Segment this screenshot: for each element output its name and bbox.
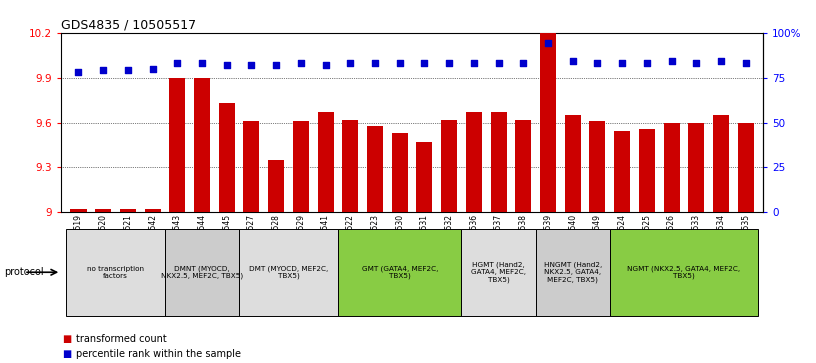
Text: no transcription
factors: no transcription factors — [87, 266, 144, 279]
Point — [665, 58, 678, 64]
Point — [418, 60, 431, 66]
Text: percentile rank within the sample: percentile rank within the sample — [76, 349, 241, 359]
Point — [344, 60, 357, 66]
Bar — [70, 209, 86, 212]
Bar — [416, 142, 432, 212]
Bar — [293, 121, 309, 212]
Bar — [194, 78, 210, 212]
Bar — [565, 115, 581, 212]
Point — [641, 60, 654, 66]
Point — [96, 68, 109, 73]
Bar — [66, 229, 165, 316]
Point — [393, 60, 406, 66]
Text: ■: ■ — [62, 334, 71, 344]
Point — [369, 60, 382, 66]
Point — [72, 69, 85, 75]
Bar — [219, 103, 235, 212]
Point — [442, 60, 455, 66]
Point — [269, 62, 282, 68]
Bar — [95, 209, 111, 212]
Bar — [688, 122, 704, 212]
Point — [591, 60, 604, 66]
Bar — [338, 229, 462, 316]
Point — [468, 60, 481, 66]
Bar — [462, 229, 535, 316]
Bar — [243, 121, 259, 212]
Bar — [317, 112, 334, 212]
Bar — [589, 121, 605, 212]
Point — [220, 62, 233, 68]
Bar — [738, 122, 754, 212]
Bar — [490, 112, 507, 212]
Text: transformed count: transformed count — [76, 334, 166, 344]
Bar — [540, 33, 556, 212]
Text: GMT (GATA4, MEF2C,
TBX5): GMT (GATA4, MEF2C, TBX5) — [361, 265, 438, 279]
Text: DMT (MYOCD, MEF2C,
TBX5): DMT (MYOCD, MEF2C, TBX5) — [249, 265, 328, 279]
Point — [171, 60, 184, 66]
Point — [295, 60, 308, 66]
Bar — [441, 119, 457, 212]
Point — [196, 60, 209, 66]
Bar — [239, 229, 338, 316]
Point — [690, 60, 703, 66]
Point — [566, 58, 579, 64]
Bar — [169, 78, 185, 212]
Point — [245, 62, 258, 68]
Point — [542, 41, 555, 46]
Text: NGMT (NKX2.5, GATA4, MEF2C,
TBX5): NGMT (NKX2.5, GATA4, MEF2C, TBX5) — [628, 265, 740, 279]
Point — [122, 68, 135, 73]
Point — [492, 60, 505, 66]
Point — [146, 66, 159, 72]
Bar — [392, 133, 408, 212]
Bar — [535, 229, 610, 316]
Bar — [610, 229, 758, 316]
Point — [739, 60, 752, 66]
Point — [715, 58, 728, 64]
Bar — [144, 209, 161, 212]
Text: ■: ■ — [62, 349, 71, 359]
Point — [517, 60, 530, 66]
Bar — [367, 126, 383, 212]
Bar — [466, 112, 482, 212]
Text: GDS4835 / 10505517: GDS4835 / 10505517 — [61, 19, 197, 32]
Text: protocol: protocol — [4, 267, 44, 277]
Point — [319, 62, 332, 68]
Bar — [120, 209, 136, 212]
Text: HNGMT (Hand2,
NKX2.5, GATA4,
MEF2C, TBX5): HNGMT (Hand2, NKX2.5, GATA4, MEF2C, TBX5… — [543, 262, 602, 283]
Bar — [663, 122, 680, 212]
Bar — [639, 129, 655, 212]
Text: DMNT (MYOCD,
NKX2.5, MEF2C, TBX5): DMNT (MYOCD, NKX2.5, MEF2C, TBX5) — [161, 265, 243, 279]
Bar — [342, 119, 358, 212]
Bar — [165, 229, 239, 316]
Bar — [515, 119, 531, 212]
Bar — [268, 160, 284, 212]
Bar — [713, 115, 729, 212]
Point — [615, 60, 628, 66]
Text: HGMT (Hand2,
GATA4, MEF2C,
TBX5): HGMT (Hand2, GATA4, MEF2C, TBX5) — [471, 262, 526, 283]
Bar — [614, 131, 630, 212]
